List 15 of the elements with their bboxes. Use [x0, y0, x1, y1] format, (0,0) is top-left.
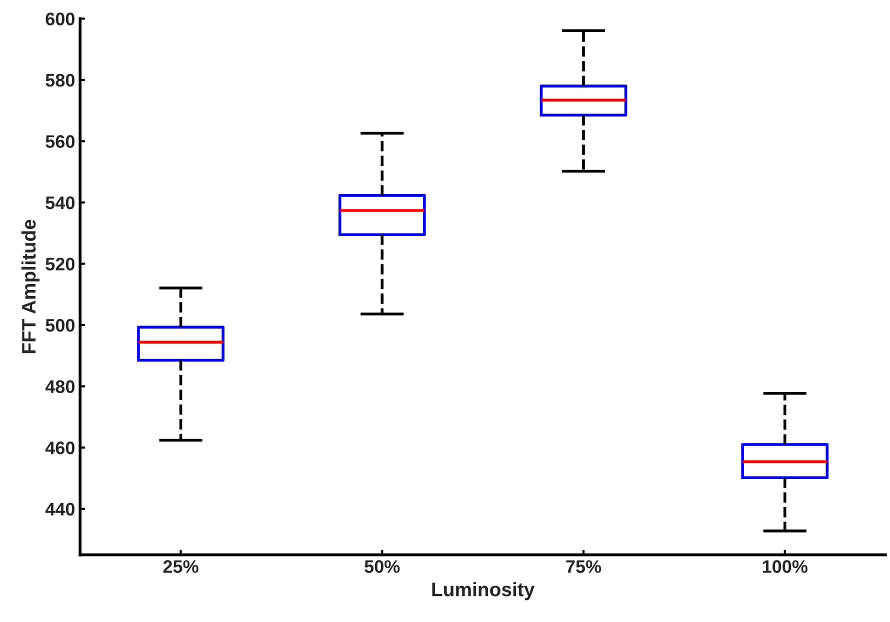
x-tick-label: 50% [364, 560, 400, 573]
x-tick-label: 25% [163, 560, 198, 573]
x-axis-title: Luminosity [432, 582, 535, 600]
y-tick-label: 560 [46, 135, 74, 148]
x-tick-label: 75% [566, 560, 602, 573]
y-tick-label: 500 [46, 318, 74, 332]
x-tick-label: 100% [762, 560, 808, 573]
y-tick-label: 460 [45, 442, 74, 454]
y-tick-label: 600 [46, 12, 74, 26]
y-tick-label: 440 [45, 502, 74, 516]
y-tick-label: 480 [45, 380, 74, 394]
y-tick-label: 520 [46, 258, 74, 270]
y-tick-label: 540 [46, 196, 74, 210]
y-axis-title: FFT Amplitude [21, 220, 40, 354]
y-tick-label: 580 [46, 74, 74, 87]
